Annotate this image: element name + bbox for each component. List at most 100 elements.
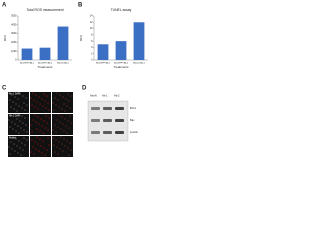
blot-row-label: Bcl-2 (130, 106, 136, 110)
cell-spot (60, 128, 62, 130)
cell-spot (66, 132, 68, 134)
cell-spot (35, 148, 37, 150)
cell-spot (43, 147, 45, 149)
cell-spot (54, 97, 56, 99)
blot-band (103, 119, 112, 122)
cell-spot (32, 146, 34, 148)
y-tick-label: 6 (91, 40, 93, 43)
cell-spot (23, 137, 25, 139)
cell-spot (12, 101, 14, 103)
cell-spot (26, 139, 28, 141)
x-axis-label: Treatments (37, 65, 53, 69)
cell-spot (33, 99, 35, 101)
cell-spot (9, 153, 11, 155)
cell-spot (64, 118, 66, 120)
x-tick-label: Neo/GFP Ab-2 (114, 62, 129, 65)
cell-spot (34, 114, 36, 116)
cell-spot (47, 102, 49, 104)
cell-spot (46, 122, 48, 124)
cell-spot (31, 139, 33, 141)
blot-band (115, 131, 124, 134)
cell-spot (35, 94, 37, 96)
y-tick-label: 4000 (11, 23, 17, 26)
cell-spot (32, 92, 34, 94)
chart-title: TUNEL assay (111, 8, 132, 12)
cell-spot (44, 100, 46, 102)
cell-spot (22, 149, 24, 151)
cell-spot (52, 129, 54, 131)
cell-spot (40, 145, 42, 147)
cell-spot (38, 150, 40, 152)
y-tick-label: 0 (15, 59, 17, 62)
cell-spot (16, 118, 18, 120)
y-tick-label: 4 (91, 46, 93, 49)
cell-spot (43, 93, 45, 95)
cell-spot (68, 154, 70, 156)
cell-spot (18, 105, 20, 107)
figure: A B C D Total ROS measurement RFU 0 1000 200… (2, 3, 148, 157)
cell-spot (45, 107, 47, 109)
cell-spot (42, 105, 44, 107)
cell-spot (34, 106, 36, 108)
cell-spot (56, 92, 58, 94)
micrograph-cell (8, 136, 29, 157)
cell-spot (55, 104, 57, 106)
cell-spot (21, 115, 23, 117)
cell-spot (11, 94, 13, 96)
bar (97, 44, 109, 60)
cell-spot (26, 104, 28, 106)
cell-spot (43, 120, 45, 122)
y-tick-label: 12 (90, 21, 93, 24)
bar (39, 47, 51, 60)
cell-spot (48, 109, 50, 111)
blot-band (103, 107, 112, 110)
cell-spot (55, 131, 57, 133)
y-tick-label: 1000 (11, 50, 17, 53)
cell-spot (61, 108, 63, 110)
cell-spot (36, 136, 38, 138)
cell-spot (68, 127, 70, 129)
cell-spot (38, 123, 40, 125)
blot-band (91, 131, 100, 134)
y-tick-label: 5000 (11, 15, 17, 18)
cell-spot (24, 117, 26, 119)
cell-spot (39, 130, 41, 132)
blot-band (91, 119, 100, 122)
cell-spot (59, 121, 61, 123)
cell-spot (41, 125, 43, 127)
cell-spot (63, 130, 65, 132)
panel-label: D (82, 86, 87, 92)
bar (57, 26, 69, 61)
micrograph-cell (52, 92, 73, 113)
cell-spot (13, 143, 15, 145)
y-tick-label: 8 (91, 33, 93, 36)
blot-band (91, 107, 100, 110)
cell-spot (11, 148, 13, 150)
cell-spot (59, 148, 61, 150)
cell-spot (67, 120, 69, 122)
cell-spot (67, 93, 69, 95)
x-tick-label: Mutant Ab-1 (57, 62, 70, 65)
cell-spot (25, 124, 27, 126)
cell-spot (40, 118, 42, 120)
cell-spot (57, 153, 59, 155)
cell-spot (24, 109, 26, 111)
x-axis-label: Treatments (113, 65, 129, 69)
y-axis-label: RFU (79, 35, 83, 41)
cell-spot (21, 107, 23, 109)
blot-header: Ab-1 (102, 94, 108, 98)
cell-spot (69, 142, 71, 144)
blot-header: Ab-2 (114, 94, 120, 98)
y-tick-label: 2 (91, 52, 93, 55)
cell-spot (9, 126, 11, 128)
cell-spot (8, 92, 10, 94)
cell-spot (41, 152, 43, 154)
micrograph-cell (30, 114, 51, 135)
cell-spot (53, 109, 55, 111)
x-tick-label: Neo/GFP Ab-2 (38, 62, 53, 65)
cell-spot (46, 149, 48, 151)
cell-spot (19, 147, 21, 149)
cell-spot (54, 124, 56, 126)
cell-spot (44, 154, 46, 156)
y-tick-label: 14 (90, 15, 93, 18)
